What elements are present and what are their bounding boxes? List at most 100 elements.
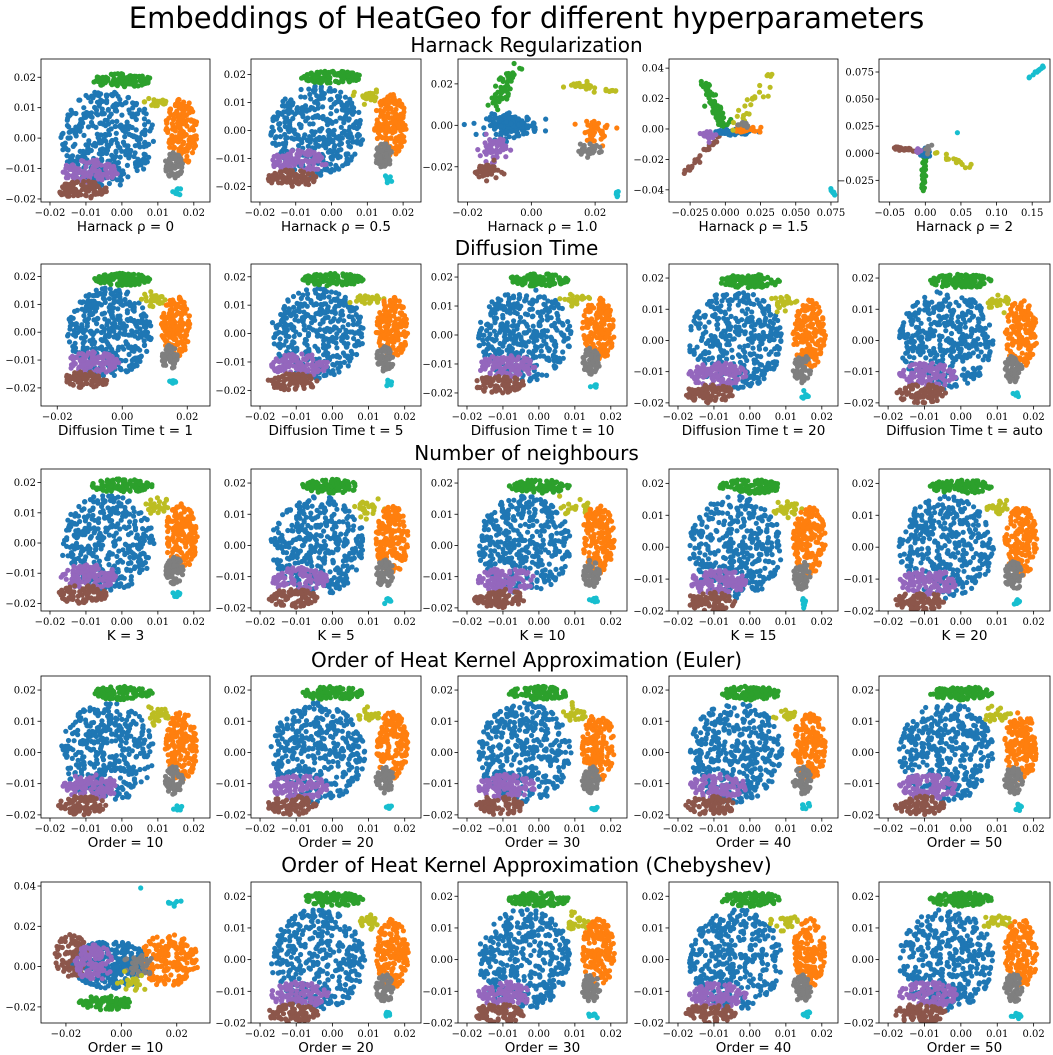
point-brown — [88, 183, 94, 189]
point-purple — [91, 161, 98, 168]
point-blue — [360, 325, 366, 331]
point-orange — [392, 309, 398, 315]
point-blue — [79, 306, 85, 312]
point-olive — [146, 95, 152, 102]
point-green — [505, 93, 511, 99]
point-blue — [506, 134, 512, 140]
point-olive — [742, 103, 748, 109]
point-blue — [524, 114, 530, 120]
point-blue — [73, 133, 79, 139]
row-title-chebyshev-order: Order of Heat Kernel Approximation (Cheb… — [0, 853, 1053, 877]
point-blue — [293, 313, 299, 319]
subplot-5: −0.05 0.00 0.05 0.10 0.15−0.0250.0000.0250.0… — [837, 58, 1051, 235]
point-purple — [713, 132, 719, 138]
point-olive — [943, 151, 950, 157]
point-purple — [487, 137, 493, 143]
point-blue — [141, 166, 147, 172]
point-blue — [306, 86, 312, 92]
point-blue — [321, 309, 327, 315]
point-blue — [72, 308, 78, 314]
point-blue — [283, 338, 289, 344]
point-purple — [498, 147, 504, 153]
point-blue — [102, 117, 108, 123]
point-blue — [107, 286, 113, 292]
point-blue — [125, 94, 132, 101]
point-green — [99, 276, 106, 282]
point-blue — [88, 310, 94, 316]
point-brown — [73, 191, 79, 198]
point-blue — [349, 100, 355, 106]
y-tick-label: 0.025 — [845, 122, 874, 133]
point-green — [312, 276, 318, 282]
point-green — [129, 274, 136, 280]
point-blue — [302, 314, 308, 320]
point-blue — [336, 369, 342, 375]
point-orange — [402, 317, 409, 323]
point-blue — [77, 299, 83, 305]
point-olive — [760, 94, 767, 100]
x-tick-label: 0.01 — [147, 208, 169, 219]
point-blue — [88, 147, 94, 154]
point-gray — [172, 154, 178, 160]
point-brown — [303, 380, 309, 386]
point-purple — [88, 171, 94, 177]
point-blue — [333, 118, 339, 124]
point-blue — [523, 295, 529, 301]
point-orange — [161, 324, 168, 330]
point-blue — [334, 93, 341, 99]
point-gray — [592, 144, 598, 150]
point-orange — [599, 128, 605, 134]
point-gray — [387, 161, 393, 167]
point-blue — [319, 91, 325, 97]
point-blue — [105, 106, 111, 113]
point-blue — [94, 99, 101, 105]
point-blue — [313, 328, 319, 334]
point-gray — [596, 149, 603, 155]
point-brown — [88, 382, 95, 388]
point-brown — [76, 376, 82, 382]
subplot-7-frame — [250, 263, 422, 407]
point-blue — [103, 338, 109, 344]
point-blue — [81, 313, 87, 319]
subplot-5-points — [891, 63, 1046, 194]
point-blue — [487, 116, 493, 122]
point-olive — [603, 86, 609, 92]
point-green — [347, 78, 353, 84]
point-blue — [297, 332, 303, 338]
point-gray — [167, 345, 173, 351]
y-tick-label: −0.025 — [837, 176, 874, 187]
point-gray — [381, 144, 387, 150]
point-purple — [309, 361, 315, 367]
point-purple — [297, 151, 303, 157]
point-blue — [77, 148, 83, 154]
point-blue — [337, 328, 343, 334]
point-purple — [706, 139, 712, 145]
point-orange — [393, 135, 399, 141]
point-blue — [496, 118, 502, 124]
point-blue — [318, 86, 324, 92]
subplot-7: −0.02 −0.01 0.00 0.01 0.02−0.02−0.010.000.01… — [215, 263, 422, 439]
point-blue — [107, 326, 113, 332]
subplot-3-frame — [457, 58, 628, 203]
point-blue — [338, 89, 344, 95]
point-blue — [100, 146, 106, 152]
point-gray — [374, 146, 380, 152]
point-blue — [122, 134, 128, 140]
point-blue — [331, 144, 337, 150]
point-brown — [476, 174, 482, 180]
point-green — [498, 90, 504, 96]
point-gray — [387, 148, 393, 154]
point-gray — [174, 352, 180, 358]
point-blue — [342, 294, 348, 300]
point-orange — [384, 124, 390, 131]
point-purple — [503, 154, 509, 160]
point-green — [316, 281, 322, 287]
point-orange — [383, 98, 390, 104]
point-blue — [101, 296, 108, 302]
point-blue — [336, 147, 342, 153]
point-gray — [735, 122, 741, 128]
point-orange — [172, 111, 178, 117]
point-purple — [92, 358, 98, 364]
subplot-3-points — [461, 60, 621, 200]
